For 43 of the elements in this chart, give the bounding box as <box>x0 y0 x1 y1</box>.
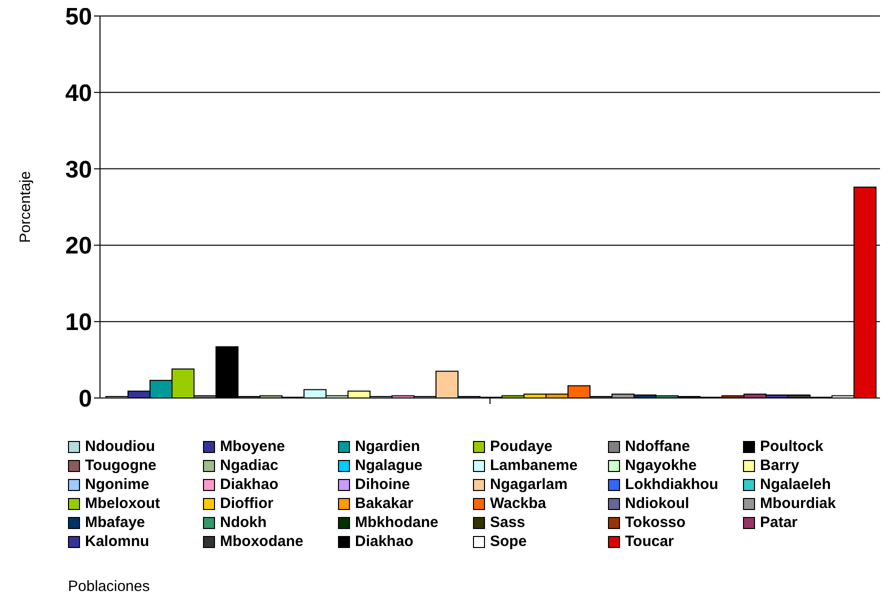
legend-label: Tougogne <box>85 457 156 474</box>
y-tick-label: 10 <box>65 309 92 336</box>
legend-label: Tokosso <box>625 514 686 531</box>
y-tick-label: 50 <box>65 4 92 31</box>
legend-label: Wackba <box>490 495 546 512</box>
legend-label: Ngonime <box>85 476 150 493</box>
y-tick-label: 20 <box>65 232 92 260</box>
legend-label: Mboxodane <box>220 533 304 550</box>
legend-label: Patar <box>760 514 798 531</box>
legend-label: Poultock <box>760 438 824 455</box>
legend-label: Ngalague <box>355 457 423 474</box>
legend-label: Ngagarlam <box>490 476 568 493</box>
text: Poblaciones <box>68 578 151 595</box>
legend-label: Mboyene <box>220 438 286 455</box>
legend-label: Ngadiac <box>220 457 278 474</box>
legend-label: Kalomnu <box>85 533 150 550</box>
legend-label: Ndokh <box>220 514 267 531</box>
legend-label: Mbkhodane <box>355 514 438 531</box>
legend-label: Mbourdiak <box>760 495 836 512</box>
legend-label: Ndiokoul <box>625 495 690 512</box>
legend-label: Poudaye <box>490 438 553 455</box>
legend-label: Ndoudiou <box>85 438 155 455</box>
y-axis-title: Porcentaje <box>17 171 34 243</box>
y-tick-label: 30 <box>65 156 92 184</box>
y-tick-label: 40 <box>65 80 92 107</box>
legend-label: Barry <box>760 457 800 474</box>
legend-label: Lokhdiakhou <box>625 476 718 493</box>
legend-label: Ndoffane <box>625 438 690 455</box>
legend-label: Diakhao <box>220 476 278 493</box>
legend-label: Mbeloxout <box>85 495 160 512</box>
legend-label: Ngayokhe <box>625 457 697 474</box>
legend-label: Dihoine <box>355 476 410 493</box>
legend-label: Bakakar <box>355 495 414 512</box>
y-tick-label: 0 <box>78 386 92 413</box>
legend-label: Lambaneme <box>490 457 578 474</box>
legend-label: Ngardien <box>355 438 420 455</box>
legend-label: Toucar <box>625 533 674 550</box>
legend-label: Diakhao <box>355 533 414 550</box>
legend-label: Dioffior <box>220 495 274 512</box>
legend-label: Ngalaeleh <box>760 476 831 493</box>
legend-label: Mbafaye <box>85 514 146 531</box>
legend-label: Sope <box>490 533 527 550</box>
legend-label: Sass <box>490 514 526 531</box>
